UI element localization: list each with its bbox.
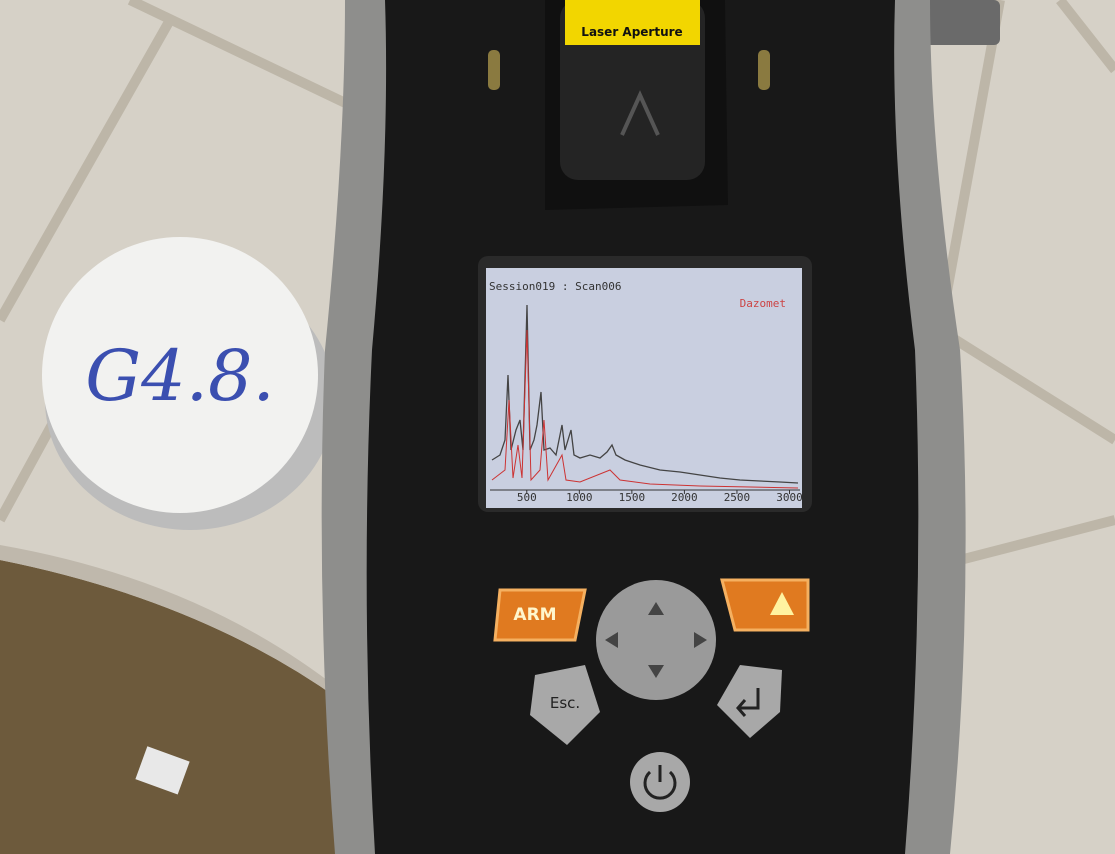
photo: G4.8. Laser Aperture Session019 : Scan00… (0, 0, 1115, 854)
x-tick-label: 500 (517, 491, 537, 504)
led (488, 50, 500, 90)
x-tick-label: 2000 (671, 491, 698, 504)
led (758, 50, 770, 90)
x-tick-label: 1500 (619, 491, 646, 504)
aperture-label: Laser Aperture (581, 25, 682, 39)
laser-button[interactable] (722, 580, 808, 630)
page: G4.8. Laser Aperture Session019 : Scan00… (0, 0, 1115, 854)
x-tick-label: 2500 (724, 491, 751, 504)
screen-title: Session019 : Scan006 (489, 280, 621, 293)
esc-label: Esc. (550, 694, 580, 712)
x-tick-label: 1000 (566, 491, 593, 504)
compound-name: Dazomet (740, 297, 786, 310)
cap-label: G4.8. (85, 335, 275, 417)
arm-label: ARM (513, 605, 556, 625)
x-tick-label: 3000 (776, 491, 803, 504)
